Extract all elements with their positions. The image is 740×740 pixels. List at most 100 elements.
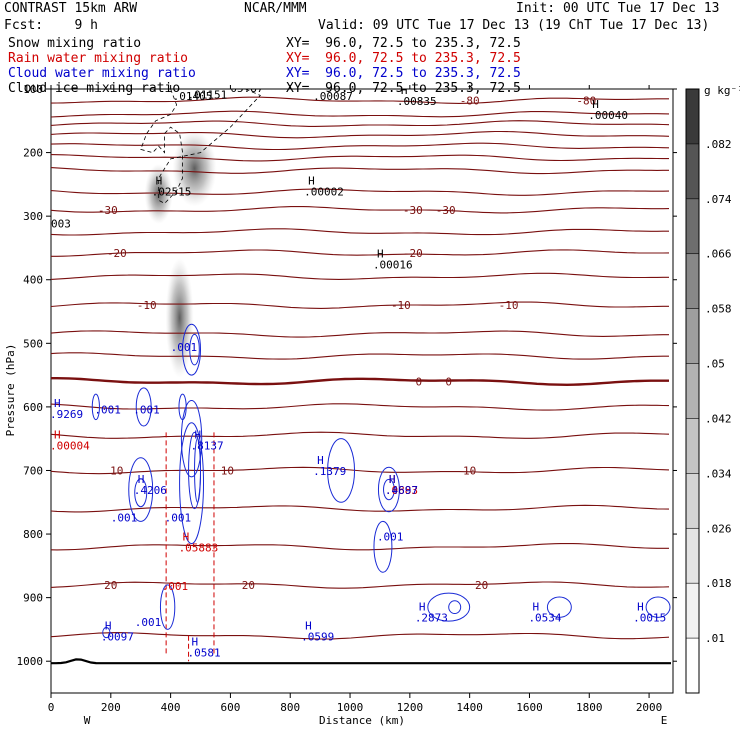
isotherm-line (51, 403, 670, 411)
isotherm-label: -80 (460, 94, 480, 107)
colorbar-label: .074 (705, 193, 732, 206)
extremum-cloud_ice: H.01405 (173, 89, 213, 103)
forecast-hour: Fcst: 9 h (4, 18, 98, 33)
colorbar-swatch (686, 583, 699, 639)
contour-label-cloud_water: .001 (171, 341, 198, 354)
extremum-rain: H.00004 (50, 429, 90, 453)
colorbar-label: .066 (705, 248, 732, 261)
extremum-value: .4697 (385, 484, 418, 497)
extremum-cloud_water: H.1379 (313, 454, 346, 478)
colorbar-label: .01 (705, 632, 725, 645)
extremum-marker: H (192, 78, 199, 91)
cloud-water-contour (179, 422, 205, 545)
isotherm-line (51, 632, 670, 640)
extremum-value: .2873 (415, 611, 448, 624)
extremum-value: .01151 (188, 89, 228, 102)
extremum-cloud_water: H.4206 (134, 473, 167, 497)
isotherm-line (51, 110, 670, 118)
extremum-value: .05883 (179, 541, 219, 554)
isotherm-label: -10 (137, 299, 157, 312)
isotherm-line (51, 542, 669, 551)
x-axis-label: Distance (km) (319, 714, 405, 727)
extremum-marker: H (138, 473, 145, 486)
extremum-cloud_ice: H.00835 (397, 89, 437, 108)
colorbar-swatch (686, 418, 699, 474)
x-tick-label: 1000 (337, 701, 364, 714)
extremum-value: .0883 (385, 484, 418, 497)
y-tick-label: 900 (23, 592, 43, 605)
colorbar-swatch (686, 143, 699, 199)
isotherm-label: -10 (499, 299, 519, 312)
isotherm-label: -80 (576, 94, 596, 107)
cloud-water-contour (189, 333, 200, 366)
extremum-value: .00002 (304, 185, 344, 198)
isotherm-line (51, 466, 670, 475)
isotherm-label: -30 (98, 204, 118, 217)
extremum-marker: H (183, 530, 190, 543)
extremum-value: .8137 (191, 440, 224, 453)
cloud-water-contour (194, 438, 202, 503)
extremum-marker: H (389, 473, 396, 486)
x-tick-label: 2000 (636, 701, 663, 714)
init-time: Init: 00 UTC Tue 17 Dec 13 (516, 1, 720, 16)
isotherm-label: 0 (445, 375, 452, 388)
colorbar-swatch (686, 308, 699, 364)
isotherm-line (51, 352, 669, 360)
cloud-water-contour (159, 584, 176, 630)
x-tick-label: 1200 (397, 701, 424, 714)
contour-label-cloud_water: .001 (111, 511, 138, 524)
extremum-value: .0599 (301, 630, 334, 643)
extremum-marker: H (317, 454, 324, 467)
colorbar-label: .026 (705, 522, 732, 535)
isotherm-line (51, 249, 670, 257)
field-rain-name: Rain water mixing ratio (8, 51, 189, 66)
model-title: CONTRAST 15km ARW (4, 1, 138, 16)
surface-line (51, 658, 671, 665)
isotherm-line (51, 167, 669, 175)
contour-label-rain: .001 (162, 580, 189, 593)
extremum-value: .00004 (50, 440, 90, 453)
cloud-water-contour (91, 393, 100, 421)
extremum-marker: H (192, 635, 199, 648)
x-tick-label: 1600 (516, 701, 543, 714)
isotherm-label: -20 (107, 247, 127, 260)
extremum-cloud_water: H.8137 (191, 429, 224, 453)
colorbar-swatch (686, 253, 699, 309)
y-axis-label: Pressure (hPa) (4, 344, 17, 437)
y-tick-label: 300 (23, 210, 43, 223)
y-tick-label: 100 (23, 83, 43, 96)
extremum-marker: H (156, 174, 163, 187)
y-tick-label: 600 (23, 401, 43, 414)
extremum-marker: H (419, 600, 426, 613)
contour-label-cloud_water: .001 (377, 530, 404, 543)
contour-label-cloud_water: .001 (94, 403, 121, 416)
x-tick-label: 400 (161, 701, 181, 714)
extremum-marker: H (308, 174, 315, 187)
cloud-water-contour (546, 596, 572, 618)
cloud-water-contour (182, 323, 202, 376)
cloud-water-contour (102, 627, 111, 639)
isotherm-line (51, 301, 669, 309)
field-cloudwater-xy: XY= 96.0, 72.5 to 235.3, 72.5 (286, 66, 521, 81)
extremum-marker: H (377, 247, 384, 260)
extremum-marker: H (105, 619, 112, 632)
isotherm-line (51, 130, 670, 139)
extremum-marker: H (305, 619, 312, 632)
extremum-cloud_water: H.2873 (415, 600, 448, 624)
org-label: NCAR/MMM (244, 1, 307, 16)
cloud-water-contour (128, 457, 154, 522)
snow-shade-0 (172, 130, 217, 207)
y-tick-label: 1000 (17, 655, 44, 668)
isotherm-line (51, 120, 670, 127)
field-snow-name: Snow mixing ratio (8, 36, 142, 51)
isotherm-label: 10 (221, 464, 234, 477)
extremum-rain: H.0883 (385, 473, 418, 497)
axes: 0 200 400 600 800 1000 1200 1400 1600 1800 2000100… (17, 83, 677, 714)
extremum-cloud_ice: H.01151 (188, 78, 228, 102)
y-tick-label: 800 (23, 528, 43, 541)
contour-label-cloud_water: .001 (135, 616, 162, 629)
colorbar-label: .05 (705, 358, 725, 371)
cloud-water-contour (180, 400, 203, 478)
colorbar: .01 .018 .026 .034 .042 .05 .058 .066 .074 .082 (685, 88, 732, 694)
extremum-value: .0581 (188, 646, 221, 659)
